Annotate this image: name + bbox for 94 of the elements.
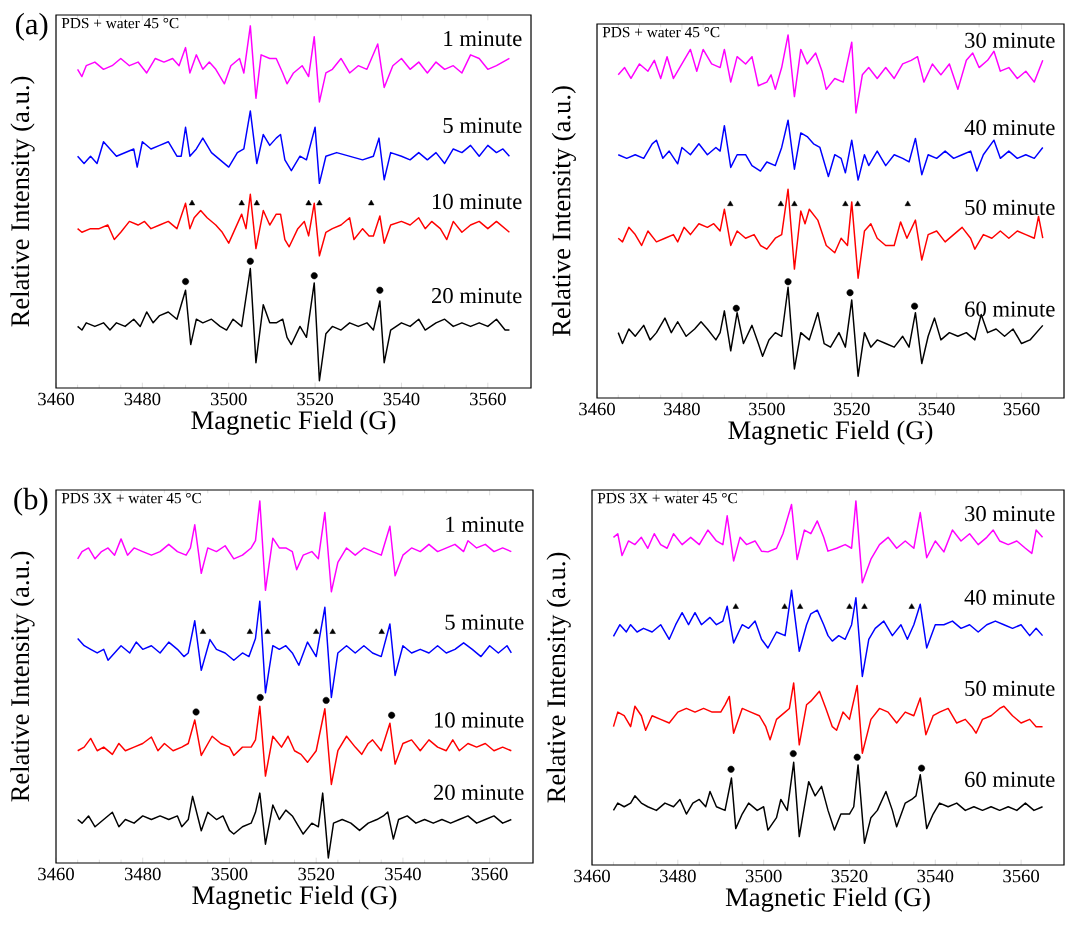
point [388, 711, 396, 719]
x-tick-label: 3540 [383, 392, 420, 406]
point [784, 278, 792, 286]
x-tick-label: 3520 [298, 867, 335, 881]
series-label: 30 minute [965, 32, 1055, 48]
x-tick-label: 3460 [38, 392, 74, 406]
series-label: 5 minute [445, 614, 524, 630]
point [727, 200, 734, 206]
y-axis-title: Relative Intensity (a.u.) [10, 76, 35, 327]
series-label: 1 minute [444, 30, 522, 47]
x-tick-label: 3480 [660, 869, 696, 883]
point [322, 696, 330, 704]
x-tick-label: 3520 [297, 392, 334, 406]
x-tick-label: 3460 [579, 402, 615, 416]
point [264, 628, 271, 634]
x-tick-label: 3540 [918, 402, 955, 416]
x-tick-label: 3520 [831, 869, 868, 883]
point [918, 764, 926, 772]
series-label: 60 minute [965, 771, 1055, 788]
annotation: PDS 3X + water 45 °C [597, 492, 737, 504]
point [781, 603, 788, 609]
point [188, 199, 196, 206]
series-label: 50 minute [965, 199, 1055, 216]
annotation: PDS + water 45 °C [602, 26, 720, 38]
y-axis-title: Relative Intensity (a.u.) [10, 551, 35, 802]
point [305, 199, 312, 206]
point [329, 628, 336, 634]
series-label: 40 minute [964, 589, 1055, 606]
point [732, 304, 740, 312]
x-tick-label: 3560 [471, 867, 508, 881]
annotation: PDS 3X + water 45 °C [61, 492, 201, 504]
series-label: 60 minute [965, 301, 1055, 317]
point [313, 628, 320, 634]
x-tick-label: 3500 [211, 867, 248, 881]
series-label: 40 minute [964, 119, 1055, 136]
series-label: 20 minute [433, 784, 524, 801]
point [791, 200, 798, 206]
point [253, 199, 260, 206]
x-tick-label: 3460 [38, 867, 74, 881]
point [861, 603, 868, 609]
point [789, 750, 797, 758]
point [911, 302, 919, 310]
text: (a) [16, 12, 48, 41]
point [908, 603, 915, 609]
point [853, 753, 861, 761]
x-tick-label: 3520 [833, 402, 870, 416]
series-label: 1 minute [446, 516, 524, 533]
x-tick-label: 3500 [749, 402, 785, 416]
point [310, 272, 318, 280]
x-tick-label: 3560 [470, 392, 506, 406]
annotation: PDS + water 45 °C [61, 17, 179, 29]
series-label: 5 minute [443, 117, 522, 134]
x-axis-title: Magnetic Field (G) [192, 885, 397, 910]
x-tick-label: 3480 [124, 392, 161, 406]
point [846, 603, 853, 609]
point [777, 200, 784, 206]
point [192, 708, 200, 716]
point [727, 765, 735, 773]
point [256, 694, 264, 701]
x-tick-label: 3560 [1003, 402, 1040, 416]
x-tick-label: 3540 [917, 869, 954, 883]
x-axis-title: Magnetic Field (G) [191, 410, 396, 435]
point [904, 200, 911, 206]
x-tick-label: 3560 [1003, 869, 1040, 883]
point [376, 286, 384, 294]
series-label: 10 minute [432, 193, 522, 210]
point [246, 628, 253, 634]
y-axis-title: Relative Intensity (a.u.) [551, 86, 576, 337]
point [797, 603, 804, 609]
series-label: 30 minute [965, 506, 1055, 522]
x-tick-label: 3480 [124, 867, 161, 881]
x-tick-label: 3540 [385, 867, 421, 881]
point [854, 200, 861, 206]
series-label: 20 minute [432, 288, 522, 304]
y-axis-title: Relative Intensity (a.u.) [546, 552, 571, 803]
x-tick-label: 3500 [210, 392, 247, 406]
point [846, 289, 854, 297]
point [246, 257, 254, 265]
point [732, 603, 739, 609]
point [316, 199, 323, 206]
point [368, 199, 375, 206]
point [238, 199, 245, 206]
series-label: 50 minute [965, 680, 1055, 697]
x-axis-title: Magnetic Field (G) [728, 420, 933, 445]
point [182, 278, 190, 285]
x-tick-label: 3460 [574, 869, 610, 883]
series-label: 10 minute [434, 712, 524, 728]
point [378, 628, 385, 634]
point [199, 628, 207, 634]
x-tick-label: 3500 [745, 869, 782, 883]
text: (b) [14, 487, 48, 516]
x-tick-label: 3480 [664, 402, 700, 416]
x-axis-title: Magnetic Field (G) [725, 887, 930, 912]
point [842, 200, 849, 206]
